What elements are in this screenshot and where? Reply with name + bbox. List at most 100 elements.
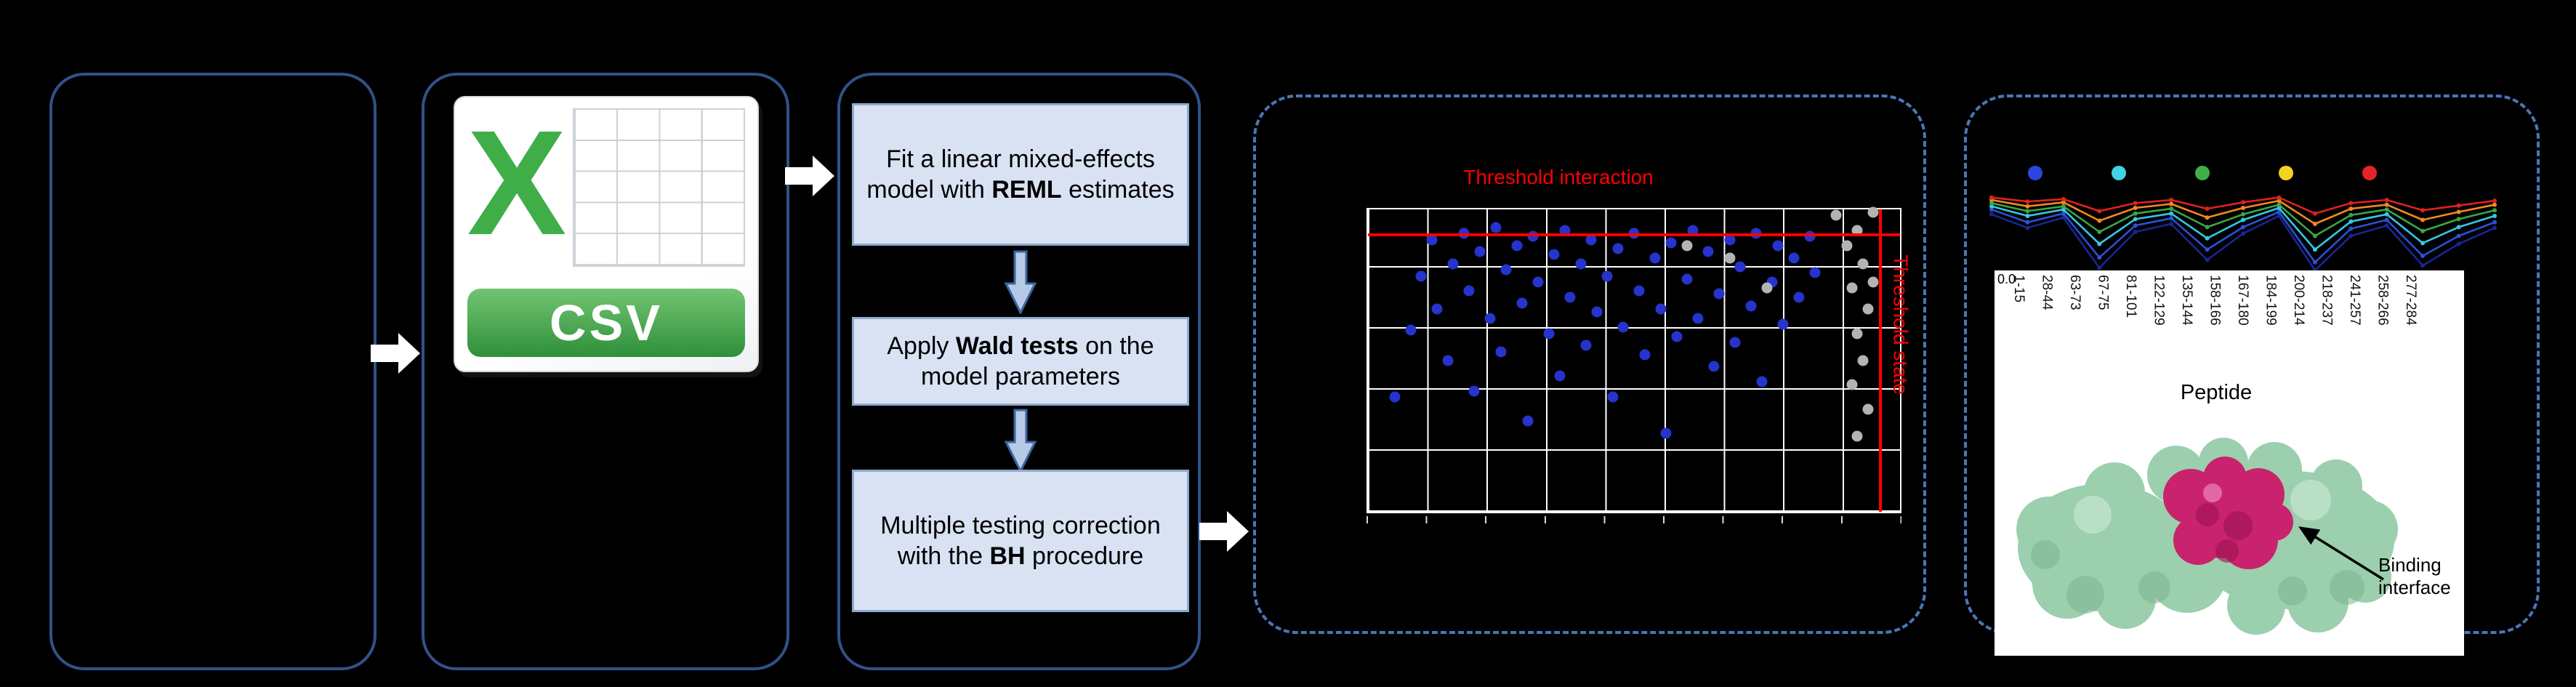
scatter-dot [1522,415,1534,427]
scatter-dot [1660,427,1672,439]
protein-structure-illustration [2016,438,2398,635]
binding-interface-arrow-icon [2298,526,2384,581]
peptide-tick: 241-257 [2340,275,2369,326]
scatter-dot [1692,313,1704,324]
peptide-tick: 158-166 [2201,275,2229,326]
uptake-marker [2277,198,2282,204]
scatter-dot [1830,209,1842,221]
excel-x-logo: X [467,100,567,266]
peptide-figure: 0.0 1-15 28-44 63-73 67-75 81-101 122-129 135-… [1995,270,2464,656]
scatter-dot [1851,328,1863,340]
time-point-dot [2195,166,2210,180]
uptake-marker [2025,204,2030,209]
scatter-dot [1756,376,1768,387]
peptide-tick-label: 258-266 [2375,275,2391,326]
uptake-marker [2492,225,2497,230]
uptake-marker [2420,254,2426,258]
scatter-dot [1468,385,1480,397]
annotation-line: Binding [2378,554,2442,576]
uptake-marker [2420,241,2426,246]
scatter-dot [1809,267,1821,278]
x-axis-ticks [1367,516,1901,523]
flow-arrow-icon [785,156,834,196]
uptake-marker [2061,207,2066,212]
volcano-plot: Threshold state [1367,206,1912,513]
peptide-tick-label: 122-129 [2151,275,2167,326]
peptide-tick: 258-266 [2369,275,2397,326]
uptake-marker [2169,211,2174,216]
peptide-tick-label: 135-144 [2178,275,2194,326]
scatter-dot [1681,240,1693,252]
uptake-marker [2241,206,2245,210]
step-text-suffix: procedure [1025,542,1144,570]
scatter-dot [1474,246,1486,257]
uptake-marker [2456,225,2461,230]
uptake-marker [2097,209,2102,214]
step-text-bold: BH [989,542,1026,570]
uptake-marker [2241,217,2245,222]
step-text: Multiple testing correction with the BH … [864,510,1177,572]
uptake-marker [2097,255,2102,260]
threshold-interaction-line [1368,233,1900,237]
uptake-marker [2312,247,2317,252]
down-arrow-icon [1005,409,1037,473]
panel-experiment [49,73,377,670]
uptake-marker [2420,217,2426,222]
scatter-dot [1516,297,1528,309]
uptake-marker [2384,223,2389,228]
uptake-marker [2348,233,2354,238]
uptake-marker [1989,195,1994,200]
uptake-marker [2348,212,2354,217]
scatter-dot [1591,306,1603,318]
uptake-marker [2205,247,2210,252]
scatter-dot [1495,346,1507,358]
scatter-dot [1484,313,1496,324]
uptake-marker [2348,219,2354,224]
scatter-dot [1687,225,1699,236]
uptake-marker [2241,231,2245,236]
step-bh-correction: Multiple testing correction with the BH … [852,470,1189,612]
peptide-tick: 218-237 [2313,275,2341,326]
scatter-dot [1841,240,1853,252]
uptake-marker [2025,199,2030,204]
scatter-dot [1426,234,1438,246]
step-text-suffix: on the model parameters [920,332,1154,391]
peptide-tick-label: 158-166 [2207,275,2223,326]
scatter-dot [1612,243,1624,254]
peptide-tick: 200-214 [2285,275,2313,326]
scatter-dot [1601,270,1613,282]
step-fit-model: Fit a linear mixed-effects model with RE… [852,103,1189,246]
peptide-tick: 122-129 [2145,275,2173,326]
peptide-tick-label: 67-75 [2095,275,2111,310]
uptake-marker [1989,201,1994,206]
panel-overview-plot: Threshold interaction Threshold state [1253,95,1926,634]
uptake-marker [2456,203,2461,208]
uptake-marker [2492,214,2497,218]
uptake-marker [2348,226,2354,231]
panel-csv-input: X CSV [422,73,789,670]
uptake-line-chart [1989,195,2497,273]
y-axis-label: 0.0 [1997,272,2016,286]
step-text-prefix: Fit a linear mixed-effects model with [866,145,1155,204]
peptide-tick-label: 277-284 [2402,275,2418,326]
spreadsheet-grid-icon [573,108,746,268]
uptake-marker [2205,225,2210,230]
scatter-dot [1633,285,1645,297]
uptake-marker [2384,212,2389,217]
uptake-marker [2492,198,2497,204]
scatter-dots-layer [1368,206,1900,512]
scatter-dot [1655,303,1667,315]
scatter-dot [1734,261,1746,273]
uptake-marker [2169,206,2174,212]
csv-file-icon: X CSV [454,96,759,372]
time-legend-dots [2028,166,2377,180]
uptake-marker [2456,209,2461,214]
uptake-marker [1989,207,1994,212]
scatter-dot [1389,391,1401,403]
uptake-marker [2061,204,2066,209]
step-text-prefix: Apply [887,332,956,360]
scatter-dot [1804,230,1816,242]
uptake-marker [2456,217,2461,222]
scatter-dot [1554,370,1566,382]
